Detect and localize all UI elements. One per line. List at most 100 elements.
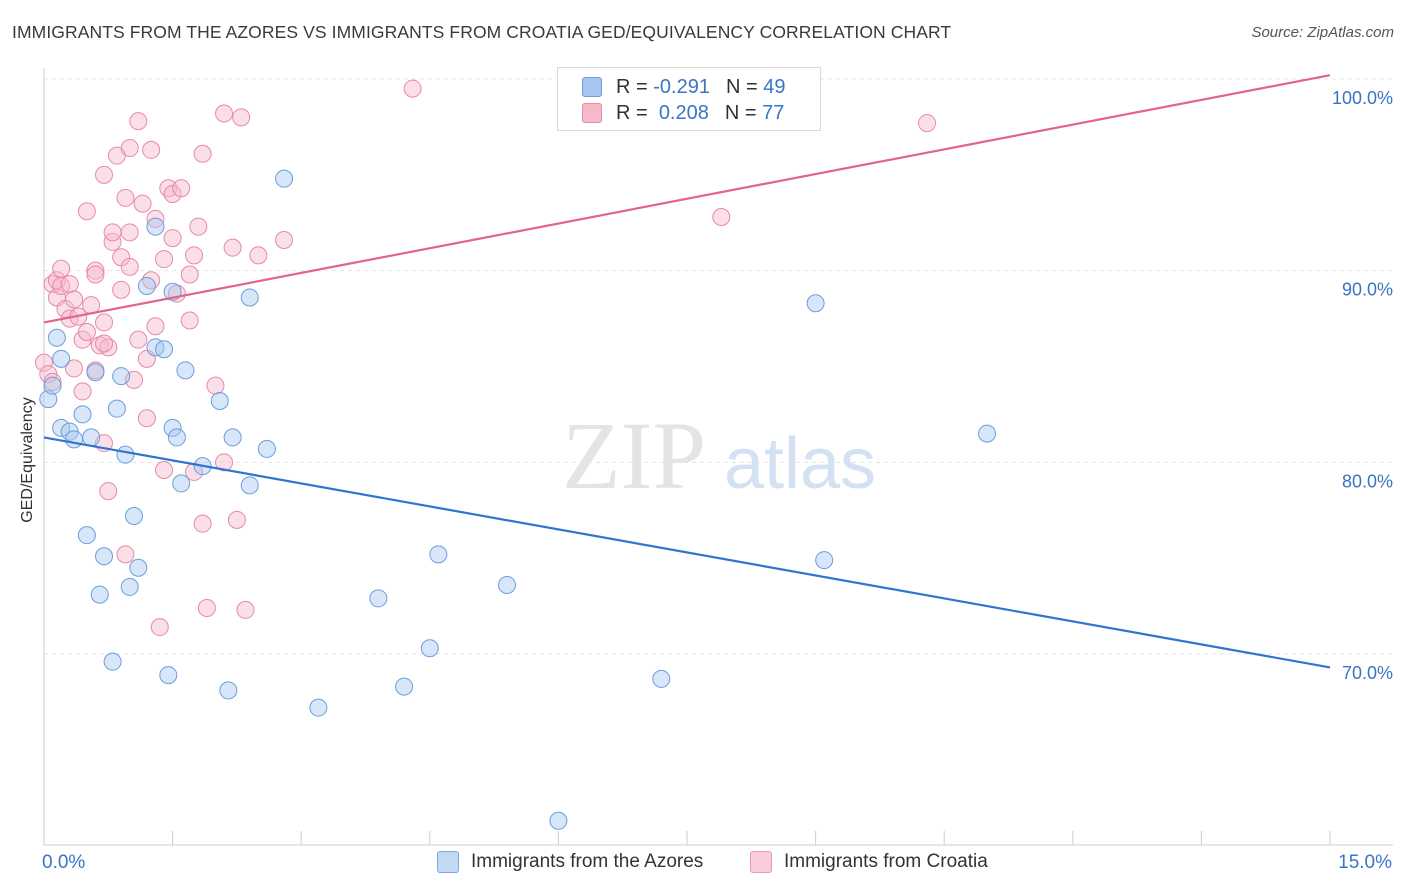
azores-point: [223, 428, 242, 447]
croatia-point: [43, 372, 62, 391]
azores-point: [103, 652, 122, 671]
x-tick-max: 15.0%: [1338, 852, 1392, 873]
croatia-point: [120, 139, 139, 157]
azores-point: [257, 439, 276, 458]
azores-point: [112, 367, 131, 386]
azores-point: [39, 390, 58, 409]
azores-point: [652, 669, 671, 688]
azores-point: [65, 430, 84, 449]
stats-legend-row-croatia: R = 0.208 N = 77: [582, 101, 784, 125]
watermark-zip: ZIP: [562, 402, 706, 509]
stats-legend-row-azores: R = -0.291 N = 49: [582, 75, 785, 99]
n-value: 49: [763, 75, 786, 98]
azores-trend-line: [43, 436, 1331, 669]
croatia-legend-swatch: [750, 851, 772, 873]
croatia-point: [142, 140, 161, 159]
croatia-point: [95, 334, 114, 353]
azores-point: [52, 349, 71, 368]
croatia-point: [129, 330, 148, 349]
azores-point: [116, 445, 135, 464]
azores-point: [806, 294, 825, 313]
azores-point: [275, 169, 294, 188]
azores-point: [309, 698, 328, 717]
croatia-point: [95, 313, 114, 332]
croatia-point: [120, 223, 139, 242]
croatia-point: [275, 231, 294, 249]
croatia-point: [155, 461, 174, 479]
x-tick-min: 0.0%: [42, 852, 86, 873]
legend-item-croatia[interactable]: Immigrants from Croatia: [750, 851, 988, 873]
croatia-point: [65, 359, 84, 378]
croatia-point: [163, 229, 182, 248]
croatia-point: [60, 275, 79, 294]
azores-point: [240, 476, 259, 495]
trend-lines: [43, 74, 1331, 669]
croatia-point: [77, 202, 96, 221]
croatia-point: [918, 114, 937, 133]
azores-point: [429, 545, 448, 564]
azores-point: [155, 340, 174, 359]
croatia-point: [215, 104, 234, 123]
croatia-point: [232, 108, 251, 127]
croatia-point: [35, 353, 53, 372]
n-label: N =: [725, 75, 758, 98]
azores-point: [815, 551, 834, 570]
croatia-point: [189, 217, 208, 236]
azores-point: [978, 424, 997, 443]
croatia-point: [163, 185, 182, 203]
croatia-point: [193, 514, 212, 533]
croatia-point: [73, 382, 92, 401]
croatia-point: [146, 317, 165, 336]
axes: [43, 68, 1393, 846]
azores-point: [86, 363, 105, 382]
azores-point: [52, 418, 71, 437]
azores-swatch: [582, 77, 602, 97]
azores-point: [137, 277, 156, 295]
azores-point: [420, 639, 439, 658]
croatia-point: [193, 144, 212, 163]
azores-point: [240, 288, 259, 307]
azores-point: [159, 666, 178, 685]
croatia-point: [180, 265, 199, 284]
azores-point: [172, 474, 191, 493]
y-tick-label: 80.0%: [1342, 471, 1393, 491]
croatia-point: [86, 265, 105, 284]
azores-point: [549, 811, 568, 830]
croatia-point: [112, 280, 131, 299]
croatia-trend-line: [43, 74, 1331, 324]
azores-point: [107, 399, 126, 418]
legend-label-azores: Immigrants from the Azores: [471, 851, 704, 872]
azores-point: [497, 576, 516, 594]
n-value: 77: [762, 101, 785, 124]
croatia-point: [99, 482, 118, 501]
croatia-point: [249, 246, 268, 265]
croatia-point: [180, 311, 199, 330]
croatia-point: [197, 599, 216, 617]
series-legend: Immigrants from the Azores Immigrants fr…: [0, 851, 1406, 877]
croatia-point: [95, 165, 114, 184]
croatia-point: [86, 261, 105, 280]
croatia-point: [65, 290, 84, 309]
azores-point: [369, 589, 388, 608]
croatia-point: [185, 246, 204, 265]
croatia-point: [146, 209, 165, 228]
azores-point: [43, 376, 62, 395]
croatia-point: [155, 250, 174, 269]
chart-title: IMMIGRANTS FROM THE AZORES VS IMMIGRANTS…: [12, 22, 952, 42]
y-tick-label: 70.0%: [1342, 663, 1393, 683]
azores-point: [47, 328, 66, 347]
legend-item-azores[interactable]: Immigrants from the Azores: [437, 851, 703, 873]
croatia-point: [223, 238, 242, 257]
azores-point: [95, 547, 114, 566]
azores-point: [176, 361, 195, 380]
croatia-point: [227, 510, 246, 529]
azores-point: [167, 428, 186, 447]
watermark-atlas: atlas: [724, 424, 876, 504]
azores-point: [125, 507, 144, 525]
croatia-point: [403, 79, 422, 98]
azores-point: [90, 585, 109, 604]
croatia-point: [215, 453, 234, 472]
r-value: 0.208: [658, 101, 709, 124]
croatia-point: [150, 618, 169, 637]
